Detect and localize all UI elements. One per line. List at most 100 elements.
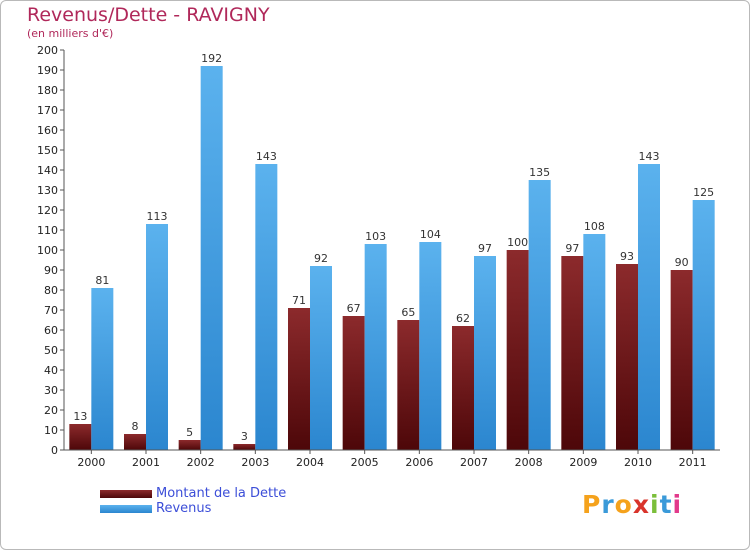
bar-revenus-2006	[419, 242, 442, 450]
bar-dette-2001	[124, 434, 146, 450]
y-tick-label: 100	[37, 244, 58, 257]
bar-dette-2000	[69, 424, 92, 450]
chart-subtitle: (en milliers d'€)	[27, 27, 114, 40]
bar-revenus-2003	[255, 164, 278, 450]
x-tick-label-2001: 2001	[132, 456, 160, 469]
y-tick-label: 110	[37, 224, 58, 237]
bar-revenus-2001	[146, 224, 168, 450]
bar-revenus-2008	[528, 180, 551, 450]
y-axis: 0 10 20 30 40 50 60 70 80 90 100 110 120 130 140 150 160…	[37, 44, 65, 457]
bar-revenus-2007	[474, 256, 496, 450]
y-tick-label: 60	[44, 324, 58, 337]
logo-letter: o	[614, 490, 633, 519]
value-label-dette-2001: 8	[132, 420, 139, 433]
value-label-dette-2007: 62	[456, 312, 470, 325]
bar-dette-2007	[452, 326, 474, 450]
x-tick-label-2006: 2006	[405, 456, 433, 469]
y-tick-label: 160	[37, 124, 58, 137]
value-label-dette-2011: 90	[675, 256, 689, 269]
y-tick-label: 170	[37, 104, 58, 117]
y-tick-label: 80	[44, 284, 58, 297]
y-tick-label: 190	[37, 64, 58, 77]
value-label-dette-2010: 93	[620, 250, 634, 263]
logo-letter: i	[672, 490, 683, 519]
value-label-dette-2005: 67	[347, 302, 361, 315]
legend-item-dette: Montant de la Dette	[100, 486, 286, 501]
value-label-dette-2008: 100	[507, 236, 528, 249]
x-tick-label-2005: 2005	[351, 456, 379, 469]
x-axis: 2000 2001 2002 2003 2004 2005 2006 2007 2008 2009…	[64, 449, 720, 469]
bar-dette-2008	[506, 250, 529, 450]
bar-revenus-2004	[310, 266, 332, 450]
y-tick-label: 50	[44, 344, 58, 357]
value-label-revenus-2003: 143	[256, 150, 277, 163]
logo-letter: r	[601, 490, 615, 519]
logo-letter: P	[582, 490, 602, 519]
legend-label-revenus: Revenus	[156, 501, 212, 516]
bar-revenus-2009	[583, 234, 606, 450]
value-label-revenus-2009: 108	[584, 220, 605, 233]
y-tick-label: 30	[44, 384, 58, 397]
value-label-revenus-2001: 113	[147, 210, 168, 223]
logo-letter: x	[632, 490, 650, 519]
value-label-dette-2003: 3	[241, 430, 248, 443]
y-tick-label: 20	[44, 404, 58, 417]
bar-dette-2005	[342, 316, 365, 450]
bars: 13 81 8 113 5 192 3 143 71 92 67 103 65 104 62 97 100 135…	[69, 52, 715, 450]
x-tick-label-2000: 2000	[77, 456, 105, 469]
y-tick-label: 90	[44, 264, 58, 277]
value-label-revenus-2010: 143	[639, 150, 660, 163]
y-tick-label: 150	[37, 144, 58, 157]
logo-letter: i	[650, 490, 660, 519]
value-label-revenus-2004: 92	[314, 252, 328, 265]
y-tick-label: 70	[44, 304, 58, 317]
y-tick-label: 140	[37, 164, 58, 177]
x-tick-label-2008: 2008	[515, 456, 543, 469]
x-tick-label-2007: 2007	[460, 456, 488, 469]
bar-dette-2003	[233, 444, 256, 450]
value-label-revenus-2002: 192	[201, 52, 222, 65]
bar-revenus-2011	[692, 200, 715, 450]
y-tick-label: 0	[51, 444, 58, 457]
bar-revenus-2010	[638, 164, 660, 450]
y-tick-label: 130	[37, 184, 58, 197]
x-tick-label-2009: 2009	[569, 456, 597, 469]
bar-revenus-2002	[200, 66, 223, 450]
proxiti-logo: Proxiti	[582, 490, 682, 519]
y-tick-label: 120	[37, 204, 58, 217]
x-tick-label-2011: 2011	[679, 456, 707, 469]
value-label-dette-2002: 5	[186, 426, 193, 439]
legend-label-dette: Montant de la Dette	[156, 486, 287, 501]
x-tick-label-2004: 2004	[296, 456, 324, 469]
value-label-dette-2000: 13	[73, 410, 87, 423]
y-tick-label: 40	[44, 364, 58, 377]
bar-dette-2004	[288, 308, 310, 450]
bar-dette-2011	[670, 270, 693, 450]
bar-dette-2006	[397, 320, 420, 450]
value-label-revenus-2007: 97	[478, 242, 492, 255]
legend-swatch-revenus	[100, 504, 152, 513]
y-tick-label: 10	[44, 424, 58, 437]
bar-revenus-2005	[364, 244, 387, 450]
x-tick-label-2003: 2003	[241, 456, 269, 469]
bar-revenus-2000	[91, 288, 114, 450]
value-label-revenus-2006: 104	[420, 228, 441, 241]
legend-item-revenus: Revenus	[100, 501, 286, 516]
value-label-revenus-2008: 135	[529, 166, 550, 179]
bar-dette-2010	[616, 264, 638, 450]
y-tick-label: 200	[37, 44, 58, 57]
legend: Montant de la Dette Revenus	[100, 486, 286, 516]
value-label-dette-2009: 97	[565, 242, 579, 255]
bar-dette-2009	[561, 256, 584, 450]
x-tick-label-2010: 2010	[624, 456, 652, 469]
x-tick-label-2002: 2002	[187, 456, 215, 469]
value-label-dette-2006: 65	[401, 306, 415, 319]
bar-dette-2002	[178, 440, 201, 450]
value-label-revenus-2000: 81	[95, 274, 109, 287]
logo-letter: t	[659, 490, 673, 519]
value-label-revenus-2011: 125	[693, 186, 714, 199]
legend-swatch-dette	[100, 489, 152, 498]
value-label-dette-2004: 71	[292, 294, 306, 307]
chart-title: Revenus/Dette - RAVIGNY	[27, 4, 270, 26]
